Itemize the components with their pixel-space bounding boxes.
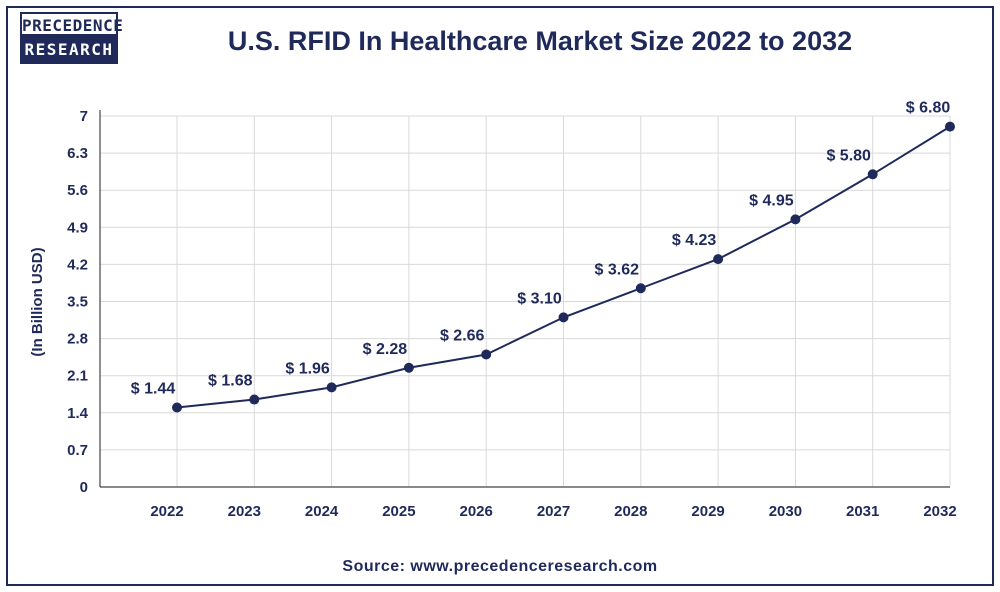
y-tick-label: 2.1 [67, 368, 88, 385]
data-point [867, 169, 878, 180]
x-tick-label: 2022 [150, 503, 183, 520]
data-labels: $ 1.44 $ 1.68 $ 1.96 $ 2.28 $ 2.66 $ 3.10 $ 3.… [131, 100, 951, 398]
logo-line-1: PRECEDENCE [20, 12, 123, 36]
data-label: $ 2.28 [363, 341, 408, 358]
data-point [326, 382, 337, 393]
data-label: $ 2.66 [440, 328, 485, 345]
data-point [403, 362, 414, 373]
data-point [172, 402, 182, 413]
data-label: $ 3.62 [595, 261, 640, 278]
chart-title: U.S. RFID In Healthcare Market Size 2022… [227, 26, 853, 56]
data-label: $ 1.96 [285, 360, 330, 377]
y-tick-label: 0.7 [67, 442, 88, 459]
data-points [172, 121, 955, 413]
data-label: $ 5.80 [826, 147, 871, 164]
y-tick-label: 4.9 [67, 219, 88, 236]
x-tick-labels: 2022 2023 2024 2025 2026 2027 2028 2029 2030 2031… [150, 503, 956, 520]
x-tick-label: 2030 [769, 503, 802, 520]
data-point [481, 349, 492, 360]
x-tick-label: 2028 [614, 503, 647, 520]
data-label: $ 4.23 [672, 232, 717, 249]
data-label: $ 1.44 [131, 381, 176, 398]
data-point [945, 121, 955, 132]
data-label: $ 1.68 [208, 373, 253, 390]
source-note: Source: www.precedenceresearch.com [342, 558, 658, 575]
x-tick-label: 2023 [228, 503, 261, 520]
x-tick-label: 2026 [460, 503, 493, 520]
x-tick-label: 2029 [691, 503, 724, 520]
data-point [558, 312, 569, 323]
y-tick-label: 2.8 [67, 331, 88, 348]
x-tick-label: 2032 [923, 503, 956, 520]
y-tick-label: 4.2 [67, 256, 88, 273]
data-point [713, 254, 724, 265]
grid-lines [100, 115, 951, 487]
data-point [635, 283, 646, 294]
y-axis-label: (In Billion USD) [29, 247, 46, 356]
x-tick-label: 2031 [846, 503, 879, 520]
y-tick-label: 3.5 [67, 294, 88, 311]
y-tick-label: 7 [80, 108, 88, 125]
data-label: $ 4.95 [749, 192, 794, 209]
x-tick-label: 2027 [537, 503, 570, 520]
y-tick-label: 1.4 [67, 405, 89, 422]
data-label: $ 6.80 [906, 100, 951, 117]
data-point [790, 214, 801, 225]
y-tick-label: 5.6 [67, 182, 88, 199]
x-tick-label: 2024 [305, 503, 339, 520]
x-tick-label: 2025 [382, 503, 415, 520]
y-tick-label: 6.3 [67, 145, 88, 162]
chart-frame [6, 6, 994, 586]
axes [99, 110, 950, 488]
logo-line-2: RESEARCH [20, 36, 118, 64]
y-tick-label: 0 [80, 479, 88, 496]
y-tick-labels: 0 0.7 1.4 2.1 2.8 3.5 4.2 4.9 5.6 6.3 7 [67, 108, 89, 496]
precedence-research-logo: PRECEDENCE RESEARCH [20, 12, 123, 68]
data-label: $ 3.10 [517, 290, 562, 307]
data-point [249, 394, 260, 405]
